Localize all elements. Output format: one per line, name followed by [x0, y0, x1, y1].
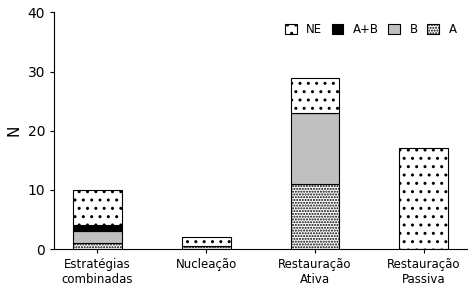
Bar: [291, 113, 339, 184]
Bar: [291, 184, 339, 249]
Bar: [182, 237, 231, 246]
Bar: [73, 225, 122, 231]
Bar: [73, 243, 122, 249]
Bar: [73, 231, 122, 243]
Bar: [399, 149, 448, 249]
Bar: [291, 78, 339, 113]
Bar: [182, 246, 231, 249]
Legend: NE, A+B, B, A: NE, A+B, B, A: [280, 18, 461, 41]
Y-axis label: N: N: [7, 125, 22, 137]
Bar: [73, 190, 122, 225]
